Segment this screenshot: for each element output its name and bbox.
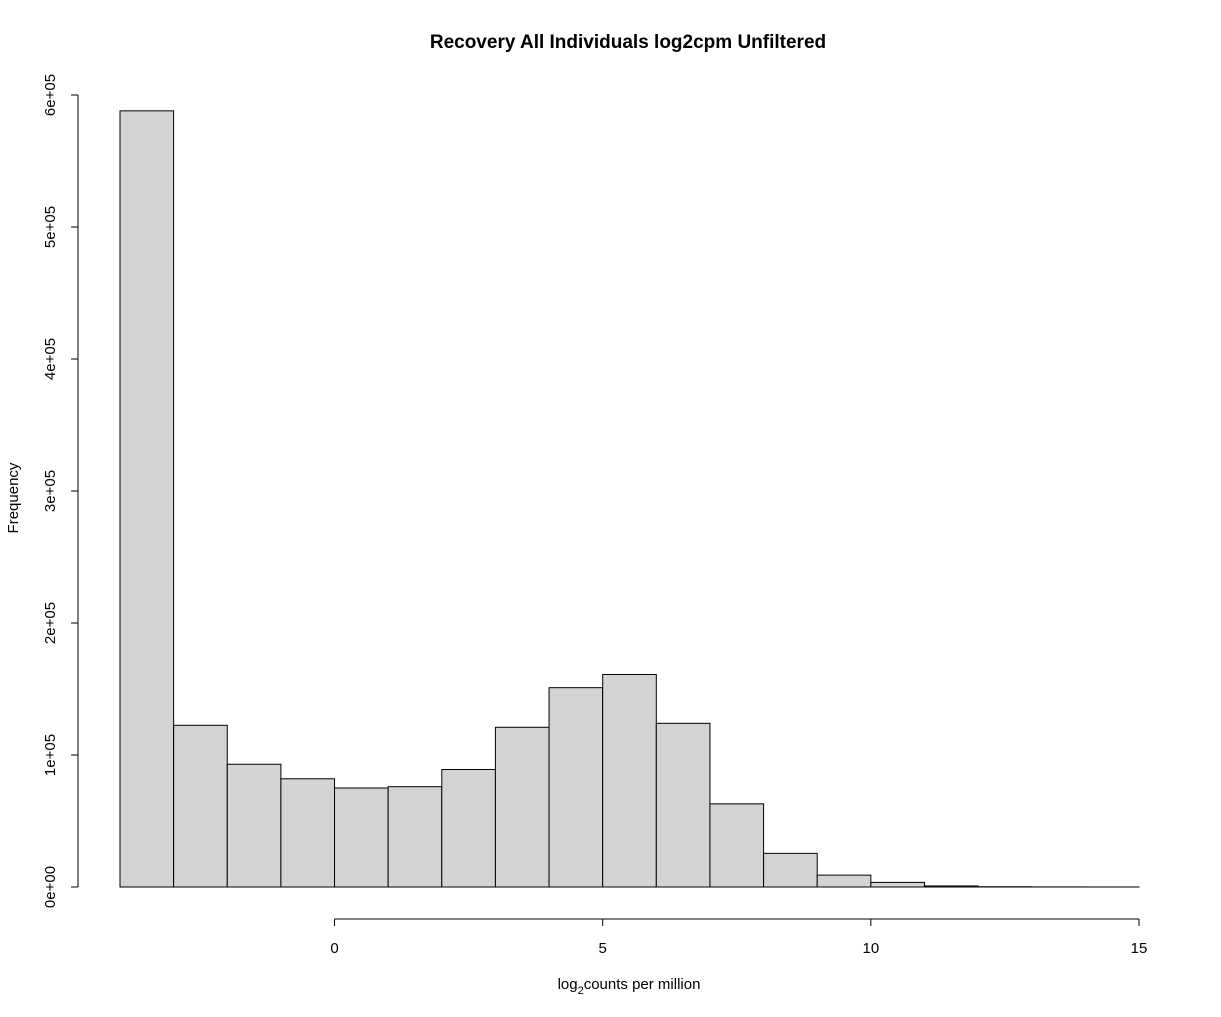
- x-axis-label: log2counts per million: [558, 976, 701, 997]
- x-axis-label-rest: counts per million: [584, 976, 701, 993]
- histogram-bar-6: [441, 769, 496, 888]
- histogram-bar-11: [709, 803, 765, 888]
- y-tick-label: 5e+05: [42, 206, 59, 248]
- histogram-bar-9: [602, 673, 657, 888]
- x-axis-label-main: log: [558, 976, 578, 993]
- y-tick-label: 3e+05: [42, 470, 59, 512]
- bars-group: [119, 110, 1140, 888]
- histogram-bar-1: [173, 724, 228, 888]
- histogram-bar-4: [334, 787, 389, 888]
- x-tick-label: 5: [599, 940, 607, 957]
- histogram-bar-13: [816, 874, 872, 888]
- x-tick-label: 15: [1131, 940, 1148, 957]
- y-tick-label: 6e+05: [42, 74, 59, 116]
- histogram-bar-7: [494, 726, 550, 888]
- histogram-bar-8: [548, 687, 604, 888]
- y-tick-label: 2e+05: [42, 602, 59, 644]
- y-tick-label: 1e+05: [42, 734, 59, 776]
- x-axis-label-subscript: 2: [578, 985, 584, 997]
- histogram-bar-0: [119, 110, 175, 888]
- histogram-bar-12: [763, 852, 818, 888]
- histogram-bar-14: [870, 881, 925, 888]
- y-axis: 0e+00 1e+05 2e+05 3e+05 4e+05 5e+05 6e+05: [42, 74, 79, 908]
- chart-title: Recovery All Individuals log2cpm Unfilte…: [430, 32, 826, 53]
- y-tick-label: 4e+05: [42, 338, 59, 380]
- x-tick-label: 10: [862, 940, 879, 957]
- x-axis: 0 5 10 15: [330, 918, 1148, 957]
- histogram-bar-2: [226, 763, 282, 888]
- y-tick-label: 0e+00: [42, 866, 59, 908]
- histogram-bar-10: [655, 722, 711, 888]
- histogram-bar-3: [280, 778, 336, 888]
- y-axis-label: Frequency: [5, 462, 22, 533]
- x-tick-label: 0: [330, 940, 338, 957]
- histogram-bar-5: [387, 786, 443, 888]
- histogram-bar-15: [923, 885, 979, 888]
